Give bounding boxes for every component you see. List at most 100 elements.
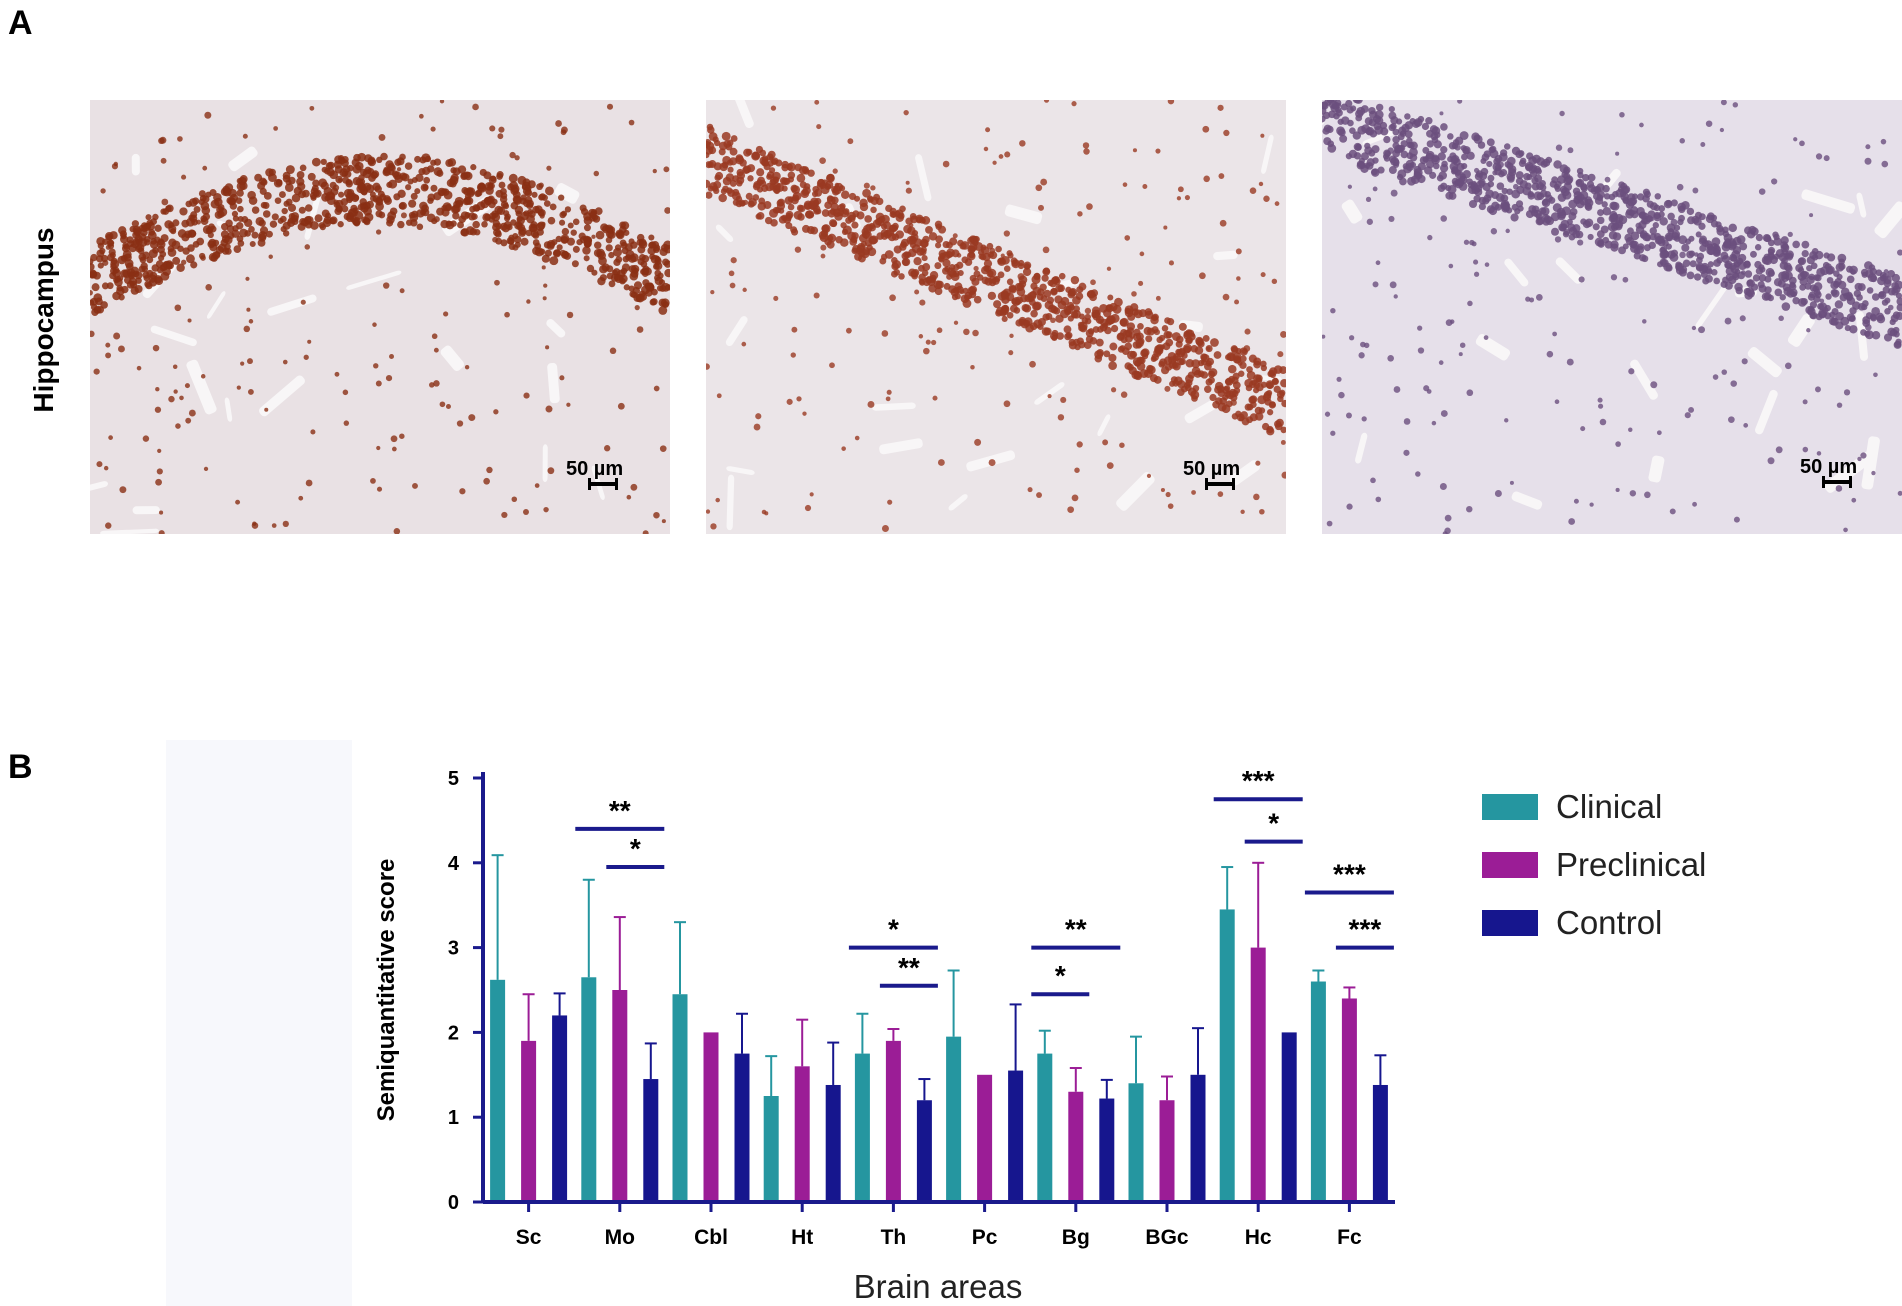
stained-nucleus	[145, 221, 155, 231]
scattered-nucleus	[433, 380, 440, 387]
tissue-vessel	[1787, 314, 1815, 347]
stained-nucleus	[1579, 190, 1589, 200]
stained-nucleus	[1151, 314, 1158, 322]
scattered-nucleus	[1008, 350, 1014, 356]
scattered-nucleus	[771, 158, 778, 165]
scattered-nucleus	[628, 119, 635, 126]
stained-nucleus	[1011, 296, 1021, 306]
stained-nucleus	[1380, 127, 1389, 136]
stained-nucleus	[815, 208, 822, 215]
scattered-nucleus	[937, 459, 945, 466]
scattered-nucleus	[177, 136, 183, 142]
stained-nucleus	[572, 245, 580, 253]
stained-nucleus	[196, 237, 205, 246]
stained-nucleus	[383, 167, 391, 176]
stained-nucleus	[515, 210, 522, 217]
stained-nucleus	[559, 211, 567, 219]
stained-nucleus	[745, 192, 753, 200]
stained-nucleus	[141, 265, 148, 273]
stained-nucleus	[1117, 332, 1125, 340]
stained-nucleus	[1736, 235, 1746, 244]
scattered-nucleus	[773, 295, 779, 301]
stained-nucleus	[1260, 360, 1267, 368]
stained-nucleus	[93, 293, 103, 303]
stained-nucleus	[258, 219, 266, 227]
stained-nucleus	[1779, 294, 1786, 301]
scattered-nucleus	[942, 160, 950, 168]
stained-nucleus	[474, 190, 482, 198]
scattered-nucleus	[1082, 142, 1090, 149]
stained-nucleus	[847, 211, 857, 221]
stained-nucleus	[594, 207, 603, 215]
scattered-nucleus	[1067, 506, 1075, 514]
stained-nucleus	[363, 218, 371, 226]
tissue-vessel	[1603, 168, 1621, 189]
tissue-vessel	[872, 402, 916, 411]
stained-nucleus	[1172, 362, 1181, 371]
scattered-nucleus	[606, 103, 614, 110]
stained-nucleus	[855, 247, 863, 255]
stained-nucleus	[571, 260, 579, 268]
scattered-nucleus	[498, 126, 505, 133]
scattered-nucleus	[497, 133, 504, 140]
scattered-nucleus	[1259, 508, 1265, 515]
stained-nucleus	[310, 187, 319, 196]
tissue-vessel	[224, 397, 233, 422]
scattered-nucleus	[790, 352, 796, 358]
stained-nucleus	[1267, 370, 1275, 378]
stained-nucleus	[766, 173, 773, 180]
tissue-vessel	[948, 494, 968, 511]
stained-nucleus	[758, 197, 766, 205]
stained-nucleus	[408, 199, 417, 208]
stained-nucleus	[1729, 253, 1737, 262]
bar-control-Cbl	[734, 1053, 750, 1202]
scattered-nucleus	[468, 414, 476, 422]
stained-nucleus	[1119, 318, 1128, 327]
legend-label-preclinical: Preclinical	[1556, 846, 1707, 883]
scattered-nucleus	[643, 268, 650, 275]
stained-nucleus	[1135, 332, 1144, 341]
stained-nucleus	[960, 241, 970, 250]
scattered-nucleus	[541, 265, 546, 270]
stained-nucleus	[512, 233, 519, 240]
stained-nucleus	[790, 196, 799, 205]
scattered-nucleus	[154, 406, 162, 413]
stained-nucleus	[386, 215, 395, 224]
scattered-nucleus	[1132, 148, 1138, 153]
stained-nucleus	[117, 275, 124, 282]
tissue-vessel	[1648, 455, 1665, 483]
stained-nucleus	[598, 256, 607, 266]
stained-nucleus	[1894, 280, 1902, 290]
tissue-vessel	[1261, 134, 1274, 174]
stained-nucleus	[534, 247, 544, 257]
tissue-vessel	[100, 528, 159, 534]
stained-nucleus	[560, 236, 569, 244]
stained-nucleus	[1425, 117, 1433, 125]
stained-nucleus	[298, 206, 306, 214]
stained-nucleus	[1854, 282, 1863, 291]
stained-nucleus	[1081, 317, 1089, 324]
x-tick-label-Ht: Ht	[791, 1226, 813, 1249]
stained-nucleus	[1109, 342, 1118, 351]
stained-nucleus	[966, 251, 976, 261]
scattered-nucleus	[664, 207, 670, 214]
stained-nucleus	[883, 221, 891, 230]
scattered-nucleus	[1090, 279, 1096, 286]
scattered-nucleus	[559, 249, 567, 257]
scattered-nucleus	[642, 530, 649, 534]
stained-nucleus	[732, 199, 740, 206]
stained-nucleus	[1461, 153, 1468, 161]
scattered-nucleus	[1203, 175, 1210, 183]
scattered-nucleus	[1029, 360, 1036, 368]
stained-nucleus	[730, 135, 738, 142]
scattered-nucleus	[1167, 100, 1175, 105]
stained-nucleus	[761, 184, 769, 192]
x-tick-label-Sc: Sc	[516, 1226, 542, 1249]
stained-nucleus	[747, 175, 754, 182]
stained-nucleus	[1758, 274, 1767, 282]
stained-nucleus	[759, 149, 767, 157]
stained-nucleus	[953, 263, 960, 271]
stained-nucleus	[974, 241, 984, 251]
scattered-nucleus	[1124, 235, 1131, 241]
scattered-nucleus	[1202, 125, 1210, 133]
